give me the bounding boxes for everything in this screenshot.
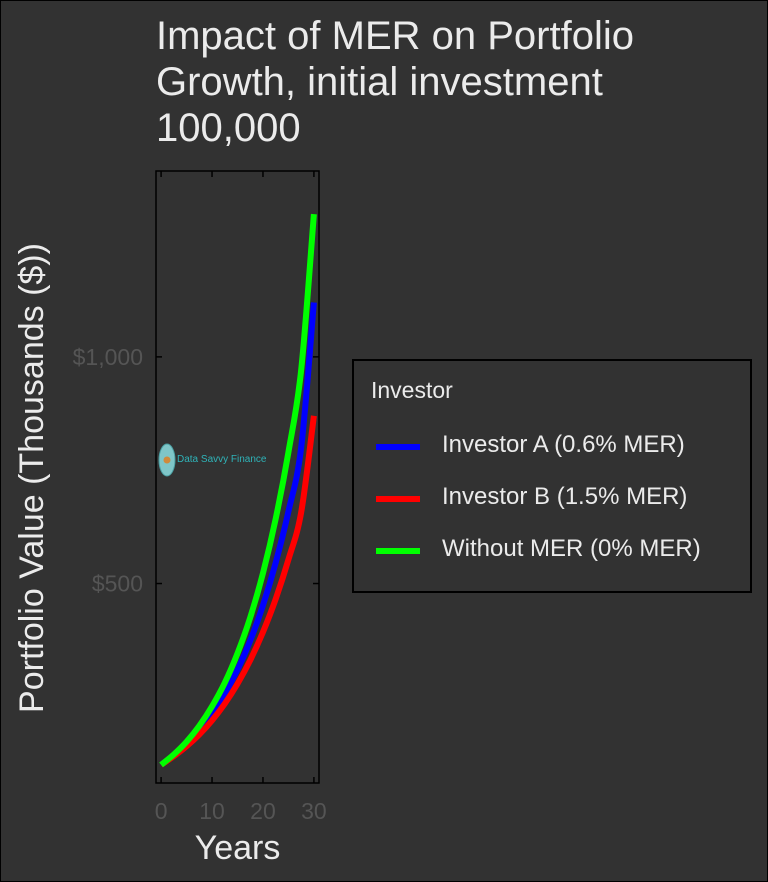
legend-swatch-investor-b <box>376 496 420 502</box>
labels-layer: 0 10 20 30 $500 $1,000 Years Portfolio Value (T… <box>13 243 327 867</box>
watermark-text: Data Savvy Finance <box>177 454 267 465</box>
legend-label-without-mer: Without MER (0% MER) <box>442 535 701 562</box>
series-line-investor-b <box>159 415 317 768</box>
x-tick-label: 30 <box>301 798 327 824</box>
series-line-without-mer <box>159 213 317 768</box>
x-tick-label: 10 <box>199 798 225 824</box>
legend-item-investor-a: Investor A (0.6% MER) <box>374 431 744 461</box>
legend-swatch-investor-a <box>376 444 420 450</box>
watermark-layer: Data Savvy Finance <box>158 443 267 477</box>
x-axis-label: Years <box>195 829 281 867</box>
series-line-investor-a <box>159 302 317 768</box>
watermark-logo-dot <box>163 456 171 464</box>
y-tick-label: $500 <box>92 571 143 597</box>
plot-panel-border <box>155 170 320 784</box>
y-tick-label: $1,000 <box>73 344 143 370</box>
legend-label-investor-a: Investor A (0.6% MER) <box>442 431 685 458</box>
legend-item-without-mer: Without MER (0% MER) <box>374 535 744 565</box>
legend-item-investor-b: Investor B (1.5% MER) <box>374 483 744 513</box>
chart-title: Impact of MER on Portfolio Growth, initi… <box>156 14 634 150</box>
legend: Investor Investor A (0.6% MER) Investor … <box>352 359 752 593</box>
legend-swatch-without-mer <box>376 548 420 554</box>
legend-title: Investor <box>371 377 453 403</box>
series-layer <box>159 213 317 768</box>
legend-label-investor-b: Investor B (1.5% MER) <box>442 483 688 510</box>
axes-layer <box>155 170 320 784</box>
x-tick-label: 0 <box>155 798 168 824</box>
y-axis-label: Portfolio Value (Thousands ($)) <box>13 243 51 713</box>
ticks-layer <box>156 171 319 783</box>
x-tick-label: 20 <box>250 798 276 824</box>
